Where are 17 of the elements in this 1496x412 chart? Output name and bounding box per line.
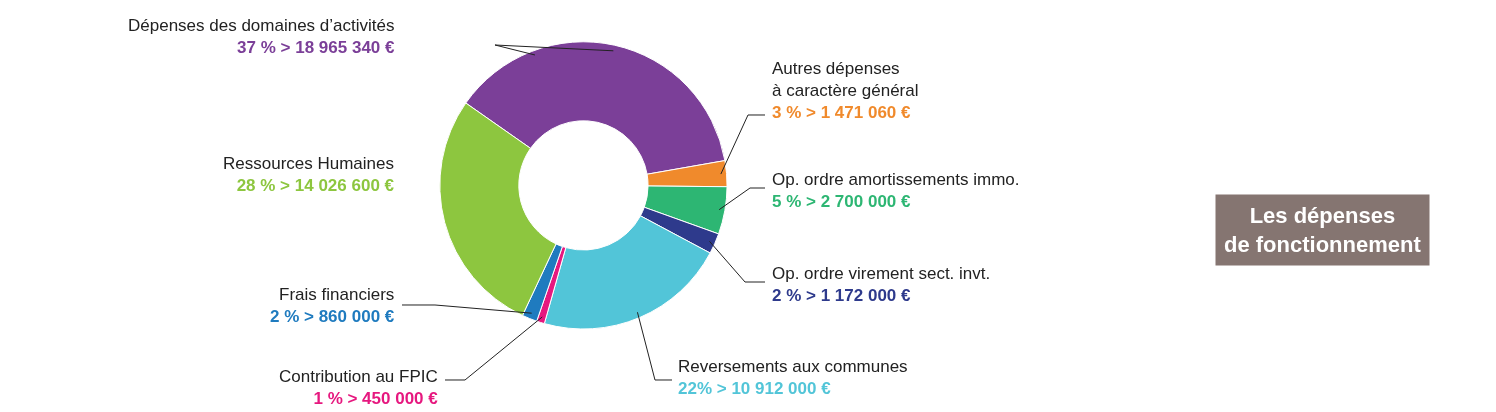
slice-label: Contribution au FPIC [279,367,438,386]
text: Les dépenses de fonctionnement [1224,203,1422,257]
data-label: 28 % > 14 026 600 € [236,176,395,196]
data-label: 5 % > 2 700 000 € [772,192,912,212]
data-label: 37 % > 18 965 340 € [237,38,396,58]
slice-label: Frais financiers [279,285,395,304]
data-label: 2 % > 1 172 000 € [772,286,912,306]
data-label: 22% > 10 912 000 € [678,379,832,399]
data-label: 1 % > 450 000 € [313,389,439,409]
slice-label: Op. ordre virement sect. invt. [772,264,991,283]
slice-label: Ressources Humaines [223,154,395,173]
slice-label: Reversements aux communes [678,357,908,376]
data-label: 2 % > 860 000 € [270,307,395,327]
slice-label: Dépenses des domaines d’activités [128,16,395,35]
slice-label: Op. ordre amortissements immo. [772,170,1020,189]
data-label: 3 % > 1 471 060 € [772,103,912,123]
slice-label: Autres dépenses à caractère général [772,59,919,101]
